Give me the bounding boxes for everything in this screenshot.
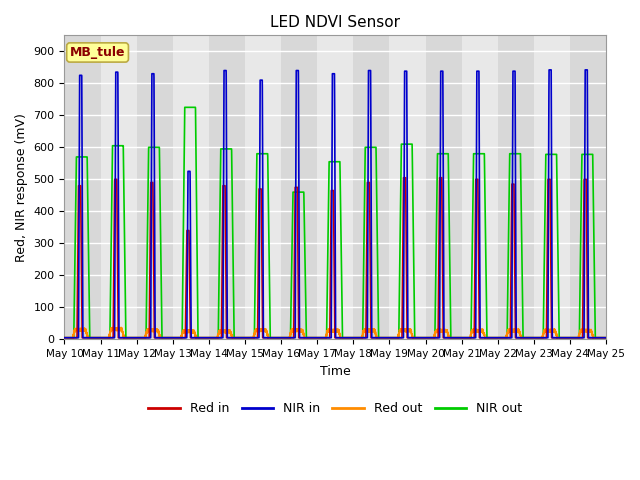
Bar — [136, 36, 173, 339]
Red out — [118, 324, 125, 330]
NIR in — [61, 335, 68, 341]
Bar — [209, 36, 245, 339]
NIR out — [186, 105, 194, 110]
Bar — [173, 36, 209, 339]
Bar — [65, 36, 100, 339]
Red in — [61, 335, 68, 341]
Bar — [570, 36, 606, 339]
NIR in — [189, 335, 197, 341]
Red in — [192, 335, 200, 341]
Red in — [598, 335, 605, 341]
Red in — [400, 175, 408, 180]
Red in — [189, 335, 197, 341]
Red out — [189, 328, 197, 334]
Red out — [303, 335, 311, 341]
NIR in — [545, 67, 553, 73]
NIR out — [303, 335, 311, 341]
NIR out — [598, 335, 605, 341]
Red out — [598, 335, 605, 341]
NIR in — [602, 335, 610, 341]
Red out — [61, 335, 68, 341]
Title: LED NDVI Sensor: LED NDVI Sensor — [270, 15, 400, 30]
Bar — [461, 36, 498, 339]
Bar — [389, 36, 426, 339]
Red in — [303, 335, 311, 341]
NIR in — [186, 186, 194, 192]
Bar — [245, 36, 281, 339]
Line: NIR out: NIR out — [65, 108, 606, 338]
Red out — [265, 335, 273, 341]
Bar — [100, 36, 136, 339]
Line: Red out: Red out — [65, 327, 606, 339]
Red in — [265, 335, 273, 341]
NIR out — [181, 105, 189, 110]
Red in — [186, 316, 194, 322]
NIR in — [598, 335, 605, 341]
Red out — [602, 335, 610, 341]
Line: Red in: Red in — [65, 178, 606, 338]
Bar — [426, 36, 461, 339]
NIR out — [192, 147, 200, 153]
NIR in — [303, 335, 311, 341]
Red out — [192, 336, 200, 341]
Red out — [186, 329, 194, 335]
Bar — [534, 36, 570, 339]
Bar — [281, 36, 317, 339]
NIR out — [189, 105, 197, 110]
Red in — [602, 335, 610, 341]
NIR out — [602, 335, 610, 341]
NIR out — [61, 335, 68, 341]
NIR in — [192, 335, 200, 341]
Red out — [120, 336, 128, 342]
NIR out — [265, 219, 273, 225]
Text: MB_tule: MB_tule — [70, 46, 125, 59]
Bar — [498, 36, 534, 339]
Bar — [317, 36, 353, 339]
Line: NIR in: NIR in — [65, 70, 606, 338]
NIR in — [265, 335, 273, 341]
Y-axis label: Red, NIR response (mV): Red, NIR response (mV) — [15, 113, 28, 262]
X-axis label: Time: Time — [320, 365, 351, 378]
Bar — [353, 36, 389, 339]
Legend: Red in, NIR in, Red out, NIR out: Red in, NIR in, Red out, NIR out — [143, 397, 527, 420]
